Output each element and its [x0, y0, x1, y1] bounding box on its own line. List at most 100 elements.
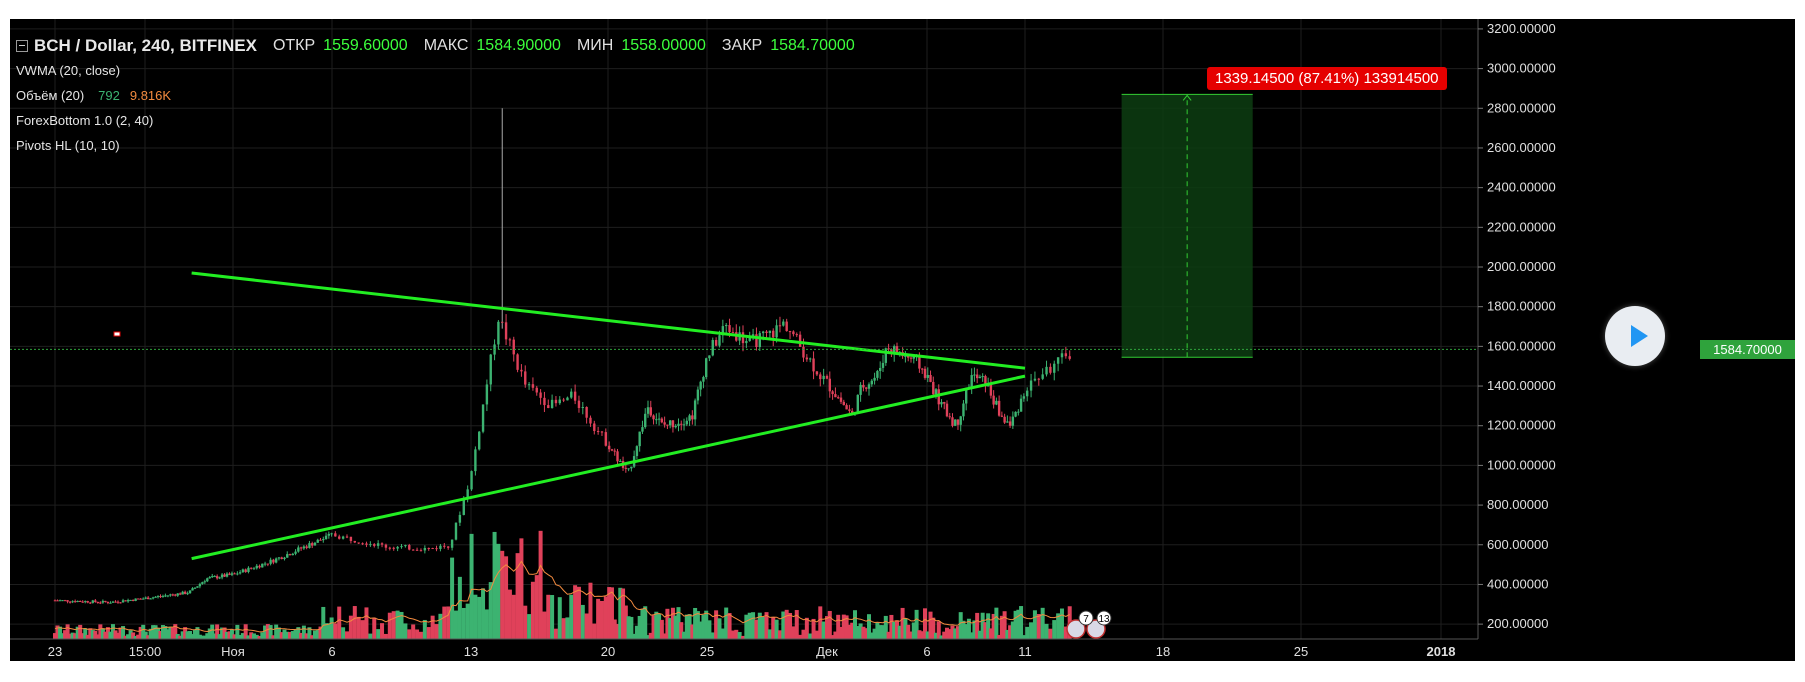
chart-frame[interactable]: 3200.00000 3000.00000 2800.00000 2600.00000… [10, 19, 1795, 661]
candle-body [1053, 363, 1056, 373]
volume-bar [955, 626, 960, 639]
volume-bar [626, 616, 631, 639]
volume-bar [515, 553, 520, 639]
candle-body [58, 600, 62, 602]
candle-body [997, 400, 1001, 416]
candle-body [524, 371, 527, 385]
price-chart[interactable]: 3200.00000 3000.00000 2800.00000 2600.00000… [10, 19, 1795, 661]
y-tick-label: 1800.00000 [1487, 299, 1556, 314]
volume-bar [791, 626, 796, 639]
volume-bar [55, 625, 60, 639]
candle-body [558, 399, 561, 404]
candle-body [520, 369, 523, 372]
candle-body [462, 499, 465, 515]
volume-bar [426, 627, 431, 639]
candle-body [792, 331, 795, 335]
candle-body [543, 397, 546, 406]
candle-body [261, 563, 264, 568]
candle-body [330, 533, 333, 535]
volume-bar [83, 628, 88, 639]
collapse-legend-icon[interactable] [16, 39, 28, 52]
candle-body [191, 588, 194, 591]
volume-bar [939, 635, 944, 639]
candle-body [266, 563, 270, 565]
volume-bar [975, 612, 980, 639]
candle-body [1006, 421, 1009, 423]
volume-bar [906, 624, 911, 639]
indicator-vwma[interactable]: VWMA (20, close) [16, 63, 121, 78]
volume-bar [383, 633, 388, 639]
volume-bar [707, 620, 712, 639]
volume-bar [60, 633, 65, 639]
indicator-pivots[interactable]: Pivots HL (10, 10) [16, 138, 120, 153]
candle-body [183, 591, 187, 594]
candle-body [819, 374, 822, 380]
volume-bar [693, 607, 698, 639]
x-tick-label: Ноя [221, 644, 245, 659]
candle-body [593, 423, 596, 431]
volume-bar [690, 624, 695, 639]
candle-body [907, 355, 910, 358]
volume-bar [257, 635, 262, 639]
volume-bar [886, 631, 891, 639]
candle-body [76, 601, 79, 603]
volume-bar [853, 610, 857, 639]
volume-bar [246, 635, 251, 639]
candle-body [99, 602, 102, 604]
volume-bar [637, 615, 642, 639]
volume-bar [457, 576, 462, 639]
candle-body [193, 587, 197, 589]
candle-body [166, 595, 170, 597]
volume-bar [1021, 635, 1026, 639]
candle-body [1068, 356, 1071, 359]
candle-body [179, 593, 182, 595]
volume-bar [1010, 621, 1015, 639]
candle-body [1000, 415, 1004, 417]
volume-bar [534, 575, 539, 639]
candle-body [247, 567, 250, 572]
candle-body [1049, 366, 1052, 373]
volume-bar [804, 617, 809, 639]
candle-body [258, 565, 261, 568]
candle-body [512, 339, 515, 355]
volume-bar [737, 632, 742, 639]
volume-bar [75, 626, 80, 639]
event-count-badge [1096, 610, 1112, 626]
volume-bar [364, 607, 369, 639]
volume-bar [65, 624, 70, 639]
volume-bar [168, 626, 173, 639]
candle-body [884, 348, 887, 363]
play-button[interactable] [1605, 306, 1665, 366]
candle-body [56, 600, 59, 602]
volume-bar [133, 635, 138, 639]
candle-body [876, 370, 879, 378]
volume-bar [850, 622, 855, 639]
candle-body [154, 596, 157, 598]
volume-bar [310, 635, 315, 639]
volume-bar [98, 624, 103, 639]
volume-bar [977, 630, 982, 639]
volume-bar [881, 625, 885, 639]
volume-bar [931, 617, 936, 639]
indicator-forex-bottom[interactable]: ForexBottom 1.0 (2, 40) [16, 113, 154, 128]
candle-body [725, 325, 728, 327]
volume-bar [1002, 611, 1007, 639]
candle-body [699, 381, 702, 390]
candle-body [718, 335, 721, 346]
volume-bar [950, 625, 955, 639]
volume-bar [341, 627, 346, 639]
volume-bar [395, 610, 400, 639]
trendline [191, 374, 1026, 561]
volume-bar [814, 630, 819, 639]
candle-body [288, 554, 292, 556]
candle-body [895, 346, 899, 354]
candle-body [497, 321, 500, 345]
volume-bar [596, 598, 601, 639]
indicator-volume[interactable]: Объём (20) 792 9.816K [16, 83, 855, 108]
open-value: 1559.60000 [323, 37, 408, 54]
volume-bar [118, 627, 123, 639]
volume-bar [380, 623, 385, 639]
candle-body [934, 389, 938, 395]
candle-body [396, 546, 399, 549]
volume-bar [1019, 606, 1024, 639]
